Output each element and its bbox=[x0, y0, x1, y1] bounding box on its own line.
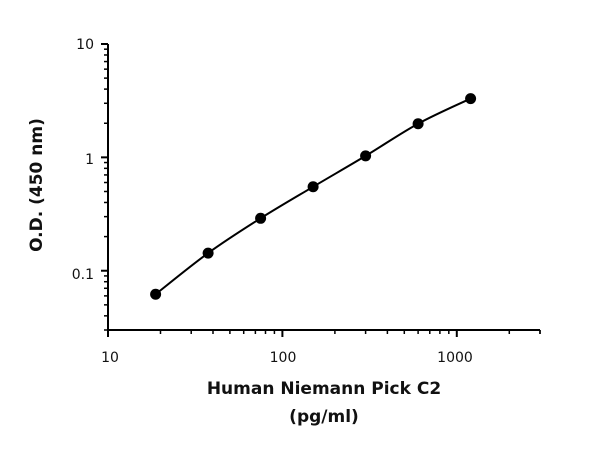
y-tick-label: 1 bbox=[85, 152, 94, 168]
axes bbox=[101, 43, 541, 337]
data-points bbox=[150, 93, 477, 300]
data-point bbox=[150, 288, 162, 300]
x-tick-label: 100 bbox=[270, 350, 297, 366]
data-point bbox=[412, 118, 424, 130]
x-axis-title-line1: Human Niemann Pick C2 bbox=[207, 379, 441, 399]
data-point bbox=[360, 150, 372, 162]
fit-curve-group bbox=[154, 97, 472, 296]
y-tick-label: 10 bbox=[76, 37, 94, 53]
data-point bbox=[255, 212, 267, 224]
x-axis-title-line2: (pg/ml) bbox=[289, 407, 359, 427]
x-tick-label: 10 bbox=[101, 350, 119, 366]
y-axis-title: O.D. (450 nm) bbox=[27, 118, 47, 252]
fit-curve bbox=[154, 97, 472, 296]
x-tick-label: 1000 bbox=[437, 350, 473, 366]
data-point bbox=[307, 181, 319, 193]
data-point bbox=[202, 247, 214, 259]
data-point bbox=[465, 93, 477, 105]
y-tick-label: 0.1 bbox=[72, 267, 94, 283]
